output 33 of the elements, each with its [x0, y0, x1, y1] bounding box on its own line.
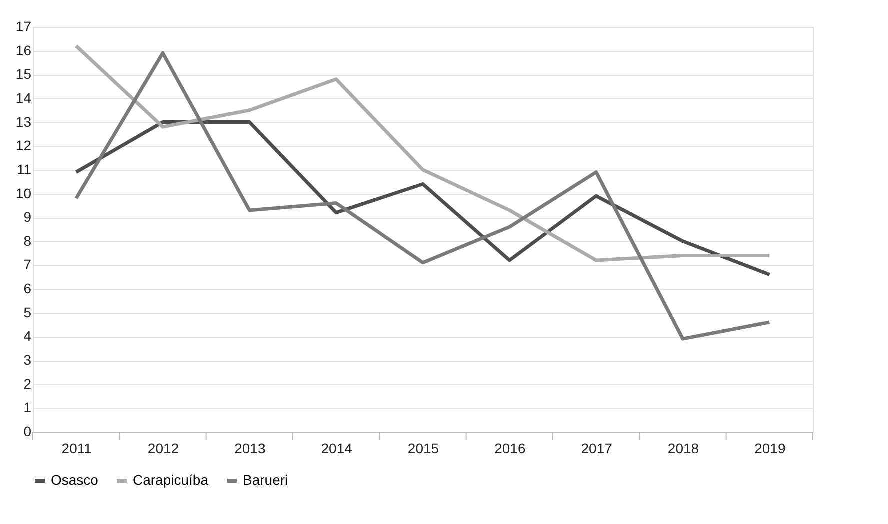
y-tick-label: 2	[24, 376, 32, 392]
line-series	[74, 120, 772, 277]
legend-label: Osasco	[51, 472, 99, 488]
y-tick-label: 10	[16, 185, 32, 202]
line-series	[74, 44, 772, 262]
y-tick-label: 8	[24, 232, 32, 249]
y-tick-label: 12	[16, 138, 32, 154]
y-tick-label: 4	[24, 328, 32, 344]
x-tick-label: 2018	[668, 440, 700, 456]
y-tick-label: 6	[24, 280, 32, 297]
x-tick-label: 2017	[581, 440, 613, 456]
x-tick-label: 2014	[321, 440, 353, 456]
y-tick-label: 13	[16, 114, 32, 130]
y-tick-label: 9	[24, 209, 32, 226]
legend-label: Carapicuíba	[133, 472, 209, 488]
x-tick-label: 2015	[408, 440, 440, 456]
x-tick-label: 2011	[62, 440, 92, 456]
y-tick-label: 11	[16, 161, 32, 178]
y-tick-label: 7	[24, 256, 32, 273]
x-tick-label: 2016	[494, 440, 526, 456]
y-tick-label: 5	[24, 304, 32, 320]
y-tick-label: 3	[24, 352, 32, 368]
x-tick-label: 2019	[754, 440, 786, 456]
legend-label: Barueri	[243, 472, 288, 488]
y-tick-label: 14	[16, 90, 32, 106]
line-series	[74, 51, 772, 341]
y-tick-label: 0	[24, 424, 32, 440]
x-tick-label: 2012	[148, 440, 180, 456]
y-tick-label: 1	[24, 400, 32, 416]
x-tick-label: 2013	[234, 440, 266, 456]
y-tick-label: 17	[16, 18, 32, 34]
y-tick-label: 15	[16, 66, 32, 82]
y-tick-label: 16	[16, 42, 32, 58]
